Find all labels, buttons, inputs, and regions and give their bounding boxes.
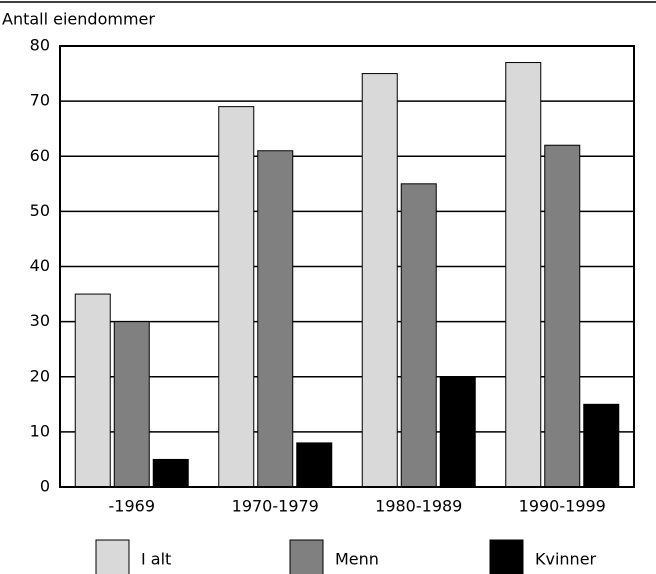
y-tick-label: 70 — [30, 91, 50, 110]
legend-swatch — [489, 539, 524, 574]
x-tick-label: 1980-1989 — [375, 497, 462, 516]
x-tick-label: -1969 — [109, 497, 156, 516]
plot-frame — [59, 45, 635, 488]
bar — [439, 376, 476, 488]
y-axis-label: Antall eiendommer — [2, 10, 155, 29]
y-tick-label: 40 — [30, 256, 50, 275]
bar — [361, 73, 398, 488]
bar — [113, 321, 150, 488]
legend-label: I alt — [141, 550, 171, 569]
bar — [400, 183, 437, 488]
bar — [296, 442, 333, 488]
legend-swatch — [289, 539, 324, 574]
y-tick-label: 60 — [30, 146, 50, 165]
bar — [152, 458, 189, 488]
bar — [257, 150, 294, 488]
y-tick-label: 0 — [40, 477, 50, 496]
x-tick-label: 1970-1979 — [232, 497, 319, 516]
x-tick-label: 1990-1999 — [519, 497, 606, 516]
y-tick-label: 30 — [30, 311, 50, 330]
bar — [74, 293, 111, 488]
y-tick-label: 20 — [30, 366, 50, 385]
bar — [583, 403, 620, 488]
y-tick-label: 50 — [30, 201, 50, 220]
legend-swatch — [95, 539, 130, 574]
bar — [544, 144, 581, 488]
legend-label: Menn — [335, 550, 379, 569]
bar — [218, 106, 255, 488]
bar — [505, 62, 542, 488]
y-tick-label: 10 — [30, 421, 50, 440]
y-tick-label: 80 — [30, 36, 50, 55]
legend-label: Kvinner — [535, 550, 597, 569]
